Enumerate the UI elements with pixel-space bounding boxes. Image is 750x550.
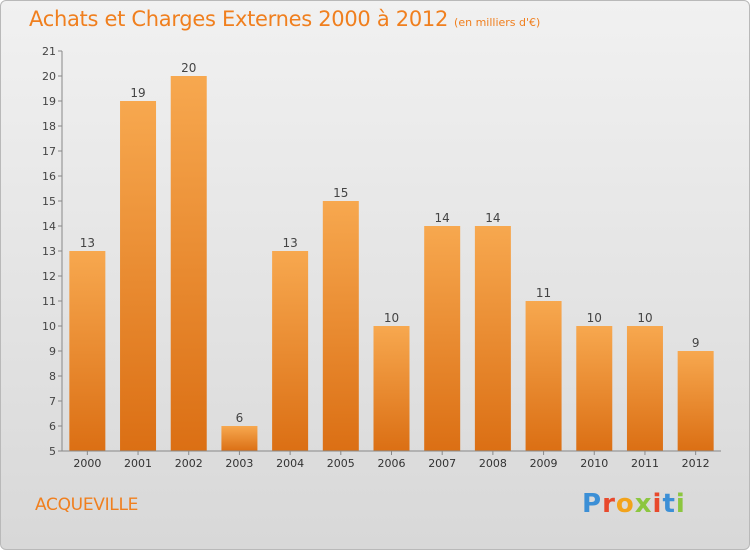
bar — [373, 326, 410, 451]
bar-value-label: 10 — [384, 311, 399, 325]
x-tick-label: 2001 — [124, 457, 152, 470]
y-tick-label: 5 — [49, 445, 56, 458]
bar-value-label: 6 — [236, 411, 244, 425]
y-tick-label: 9 — [49, 345, 56, 358]
y-tick-label: 16 — [42, 170, 56, 183]
bar — [677, 351, 714, 451]
bar — [221, 426, 258, 451]
logo-letter: o — [615, 489, 635, 519]
bar-value-label: 15 — [333, 186, 348, 200]
commune-name: ACQUEVILLE — [35, 495, 139, 515]
bar-value-label: 10 — [637, 311, 652, 325]
bar — [170, 76, 207, 451]
logo-letter: r — [602, 489, 616, 519]
bar-value-label: 19 — [130, 86, 145, 100]
x-tick-label: 2008 — [479, 457, 507, 470]
bar-value-label: 10 — [587, 311, 602, 325]
bar-value-label: 14 — [435, 211, 450, 225]
chart-title: Achats et Charges Externes 2000 à 2012 (e… — [29, 7, 540, 31]
bars-layer: 13 19 20 6 13 15 10 14 14 11 10 10 9 — [69, 61, 714, 451]
x-tick-label: 2007 — [428, 457, 456, 470]
y-tick-label: 14 — [42, 220, 56, 233]
logo-letter: i — [652, 489, 663, 519]
y-tick-label: 6 — [49, 420, 56, 433]
x-tick-label: 2004 — [276, 457, 304, 470]
x-tick-label: 2011 — [631, 457, 659, 470]
bar — [576, 326, 613, 451]
chart-subtitle: (en milliers d'€) — [454, 16, 541, 29]
logo-letter: t — [662, 489, 676, 519]
y-tick-label: 15 — [42, 195, 56, 208]
y-tick-label: 18 — [42, 120, 56, 133]
y-tick-label: 8 — [49, 370, 56, 383]
y-tick-label: 12 — [42, 270, 56, 283]
logo-letter: x — [634, 489, 653, 519]
y-tick-label: 10 — [42, 320, 56, 333]
y-tick-label: 21 — [42, 45, 56, 58]
bar-value-label: 11 — [536, 286, 551, 300]
y-tick-label: 17 — [42, 145, 56, 158]
x-tick-label: 2012 — [682, 457, 710, 470]
axis-layer: 5 6 7 8 9 10 11 12 13 14 15 16 17 18 19 20 21 2000 2001 200… — [42, 45, 721, 470]
proxiti-logo: Proxiti — [582, 489, 686, 519]
y-tick-label: 11 — [42, 295, 56, 308]
bar-value-label: 13 — [80, 236, 95, 250]
bar — [626, 326, 663, 451]
bar — [424, 226, 461, 451]
x-tick-label: 2003 — [225, 457, 253, 470]
bar — [272, 251, 309, 451]
x-tick-label: 2010 — [580, 457, 608, 470]
bar-value-label: 20 — [181, 61, 196, 75]
chart-title-text: Achats et Charges Externes 2000 à 2012 — [29, 7, 449, 31]
x-tick-label: 2005 — [327, 457, 355, 470]
x-tick-label: 2000 — [73, 457, 101, 470]
bar-value-label: 14 — [485, 211, 500, 225]
bar — [322, 201, 359, 451]
bar — [120, 101, 157, 451]
logo-letter: i — [675, 489, 686, 519]
bar — [474, 226, 511, 451]
y-tick-label: 13 — [42, 245, 56, 258]
logo-letter: P — [582, 489, 603, 519]
x-tick-label: 2002 — [175, 457, 203, 470]
y-tick-label: 19 — [42, 95, 56, 108]
y-tick-label: 7 — [49, 395, 56, 408]
bar — [69, 251, 106, 451]
bar-value-label: 13 — [282, 236, 297, 250]
bar — [525, 301, 562, 451]
x-tick-label: 2009 — [530, 457, 558, 470]
x-tick-label: 2006 — [378, 457, 406, 470]
y-tick-label: 20 — [42, 70, 56, 83]
bar-value-label: 9 — [692, 336, 700, 350]
